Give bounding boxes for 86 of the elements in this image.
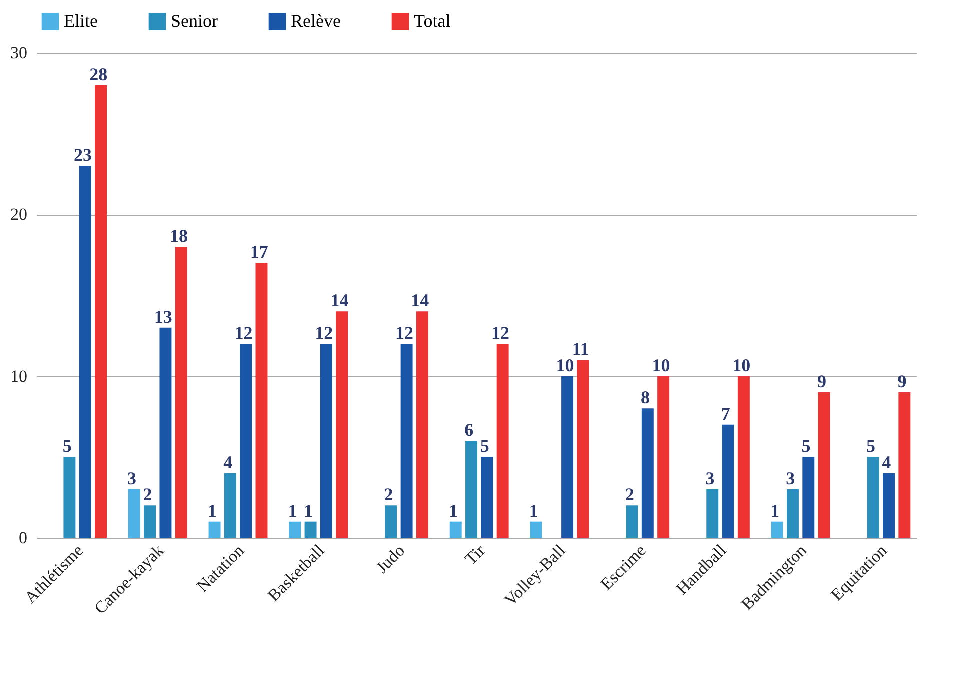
legend-label: Elite <box>64 10 98 31</box>
legend-label: Relève <box>291 10 341 31</box>
bar <box>642 408 654 538</box>
data-label: 9 <box>817 372 826 392</box>
bar <box>771 522 784 538</box>
data-label: 10 <box>652 355 670 376</box>
data-label: 12 <box>491 323 510 343</box>
data-label: 9 <box>898 372 907 392</box>
bar <box>466 441 478 538</box>
data-label: 4 <box>224 452 233 472</box>
data-label: 12 <box>395 323 414 343</box>
data-label: 11 <box>572 339 590 360</box>
data-label: 1 <box>288 500 298 521</box>
data-label: 4 <box>882 452 892 472</box>
x-tick-label: Tir <box>461 540 490 569</box>
data-label: 28 <box>90 64 108 84</box>
bar <box>738 376 750 538</box>
data-label: 8 <box>641 388 650 408</box>
bar <box>385 506 398 538</box>
bar <box>626 506 638 538</box>
bar <box>240 344 252 538</box>
bar <box>802 457 815 538</box>
data-label: 6 <box>464 420 474 440</box>
data-label: 3 <box>128 468 137 488</box>
data-label: 18 <box>170 226 188 246</box>
data-label: 12 <box>315 323 334 343</box>
data-label: 1 <box>449 500 458 521</box>
bar <box>722 424 734 538</box>
data-label: 2 <box>143 484 152 505</box>
bar <box>128 490 140 538</box>
y-tick-label: 20 <box>10 205 28 224</box>
bar <box>786 490 799 538</box>
bar <box>79 166 92 538</box>
x-tick-label: Judo <box>372 541 409 578</box>
bar <box>95 85 107 538</box>
bar <box>224 473 236 538</box>
bar <box>64 457 76 538</box>
data-label: 5 <box>62 436 72 456</box>
data-label: 7 <box>721 404 730 424</box>
bar <box>336 312 348 538</box>
bar <box>304 522 317 538</box>
bar <box>818 392 830 538</box>
bar <box>562 376 574 538</box>
y-tick-label: 10 <box>10 366 28 386</box>
data-label: 10 <box>556 355 574 376</box>
y-tick-label: 30 <box>10 44 28 62</box>
bar <box>530 522 542 538</box>
bar <box>208 522 221 538</box>
data-label: 1 <box>208 500 217 521</box>
data-label: 1 <box>770 500 780 521</box>
bar <box>175 247 188 538</box>
bar <box>416 312 428 538</box>
data-label: 2 <box>625 484 634 505</box>
data-label: 3 <box>706 468 715 488</box>
legend-label: Senior <box>171 10 218 31</box>
y-tick-label: 0 <box>19 528 28 548</box>
legend-label: Total <box>414 10 451 31</box>
data-label: 17 <box>250 242 268 262</box>
data-label: 14 <box>330 290 349 311</box>
data-label: 1 <box>529 500 538 521</box>
bar <box>883 473 895 538</box>
data-label: 12 <box>234 323 253 343</box>
data-label: 14 <box>411 290 430 311</box>
data-label: 5 <box>480 436 490 456</box>
data-label: 5 <box>866 436 876 456</box>
data-label: 2 <box>384 484 394 505</box>
bar <box>481 457 494 538</box>
bar <box>658 376 670 538</box>
bar <box>706 490 719 538</box>
bar <box>898 392 911 538</box>
data-label: 5 <box>802 436 811 456</box>
data-label: 1 <box>304 500 313 521</box>
data-label: 3 <box>786 468 796 488</box>
bar <box>160 328 172 538</box>
bar <box>577 360 590 538</box>
data-label: 10 <box>732 355 751 376</box>
data-label: 13 <box>154 306 172 327</box>
bar <box>144 506 156 538</box>
bar <box>256 263 268 538</box>
bar <box>289 522 302 538</box>
bar <box>320 344 332 538</box>
data-label: 23 <box>74 145 92 166</box>
bar <box>450 522 462 538</box>
bar <box>867 457 880 538</box>
bar <box>496 344 509 538</box>
bar <box>400 344 413 538</box>
